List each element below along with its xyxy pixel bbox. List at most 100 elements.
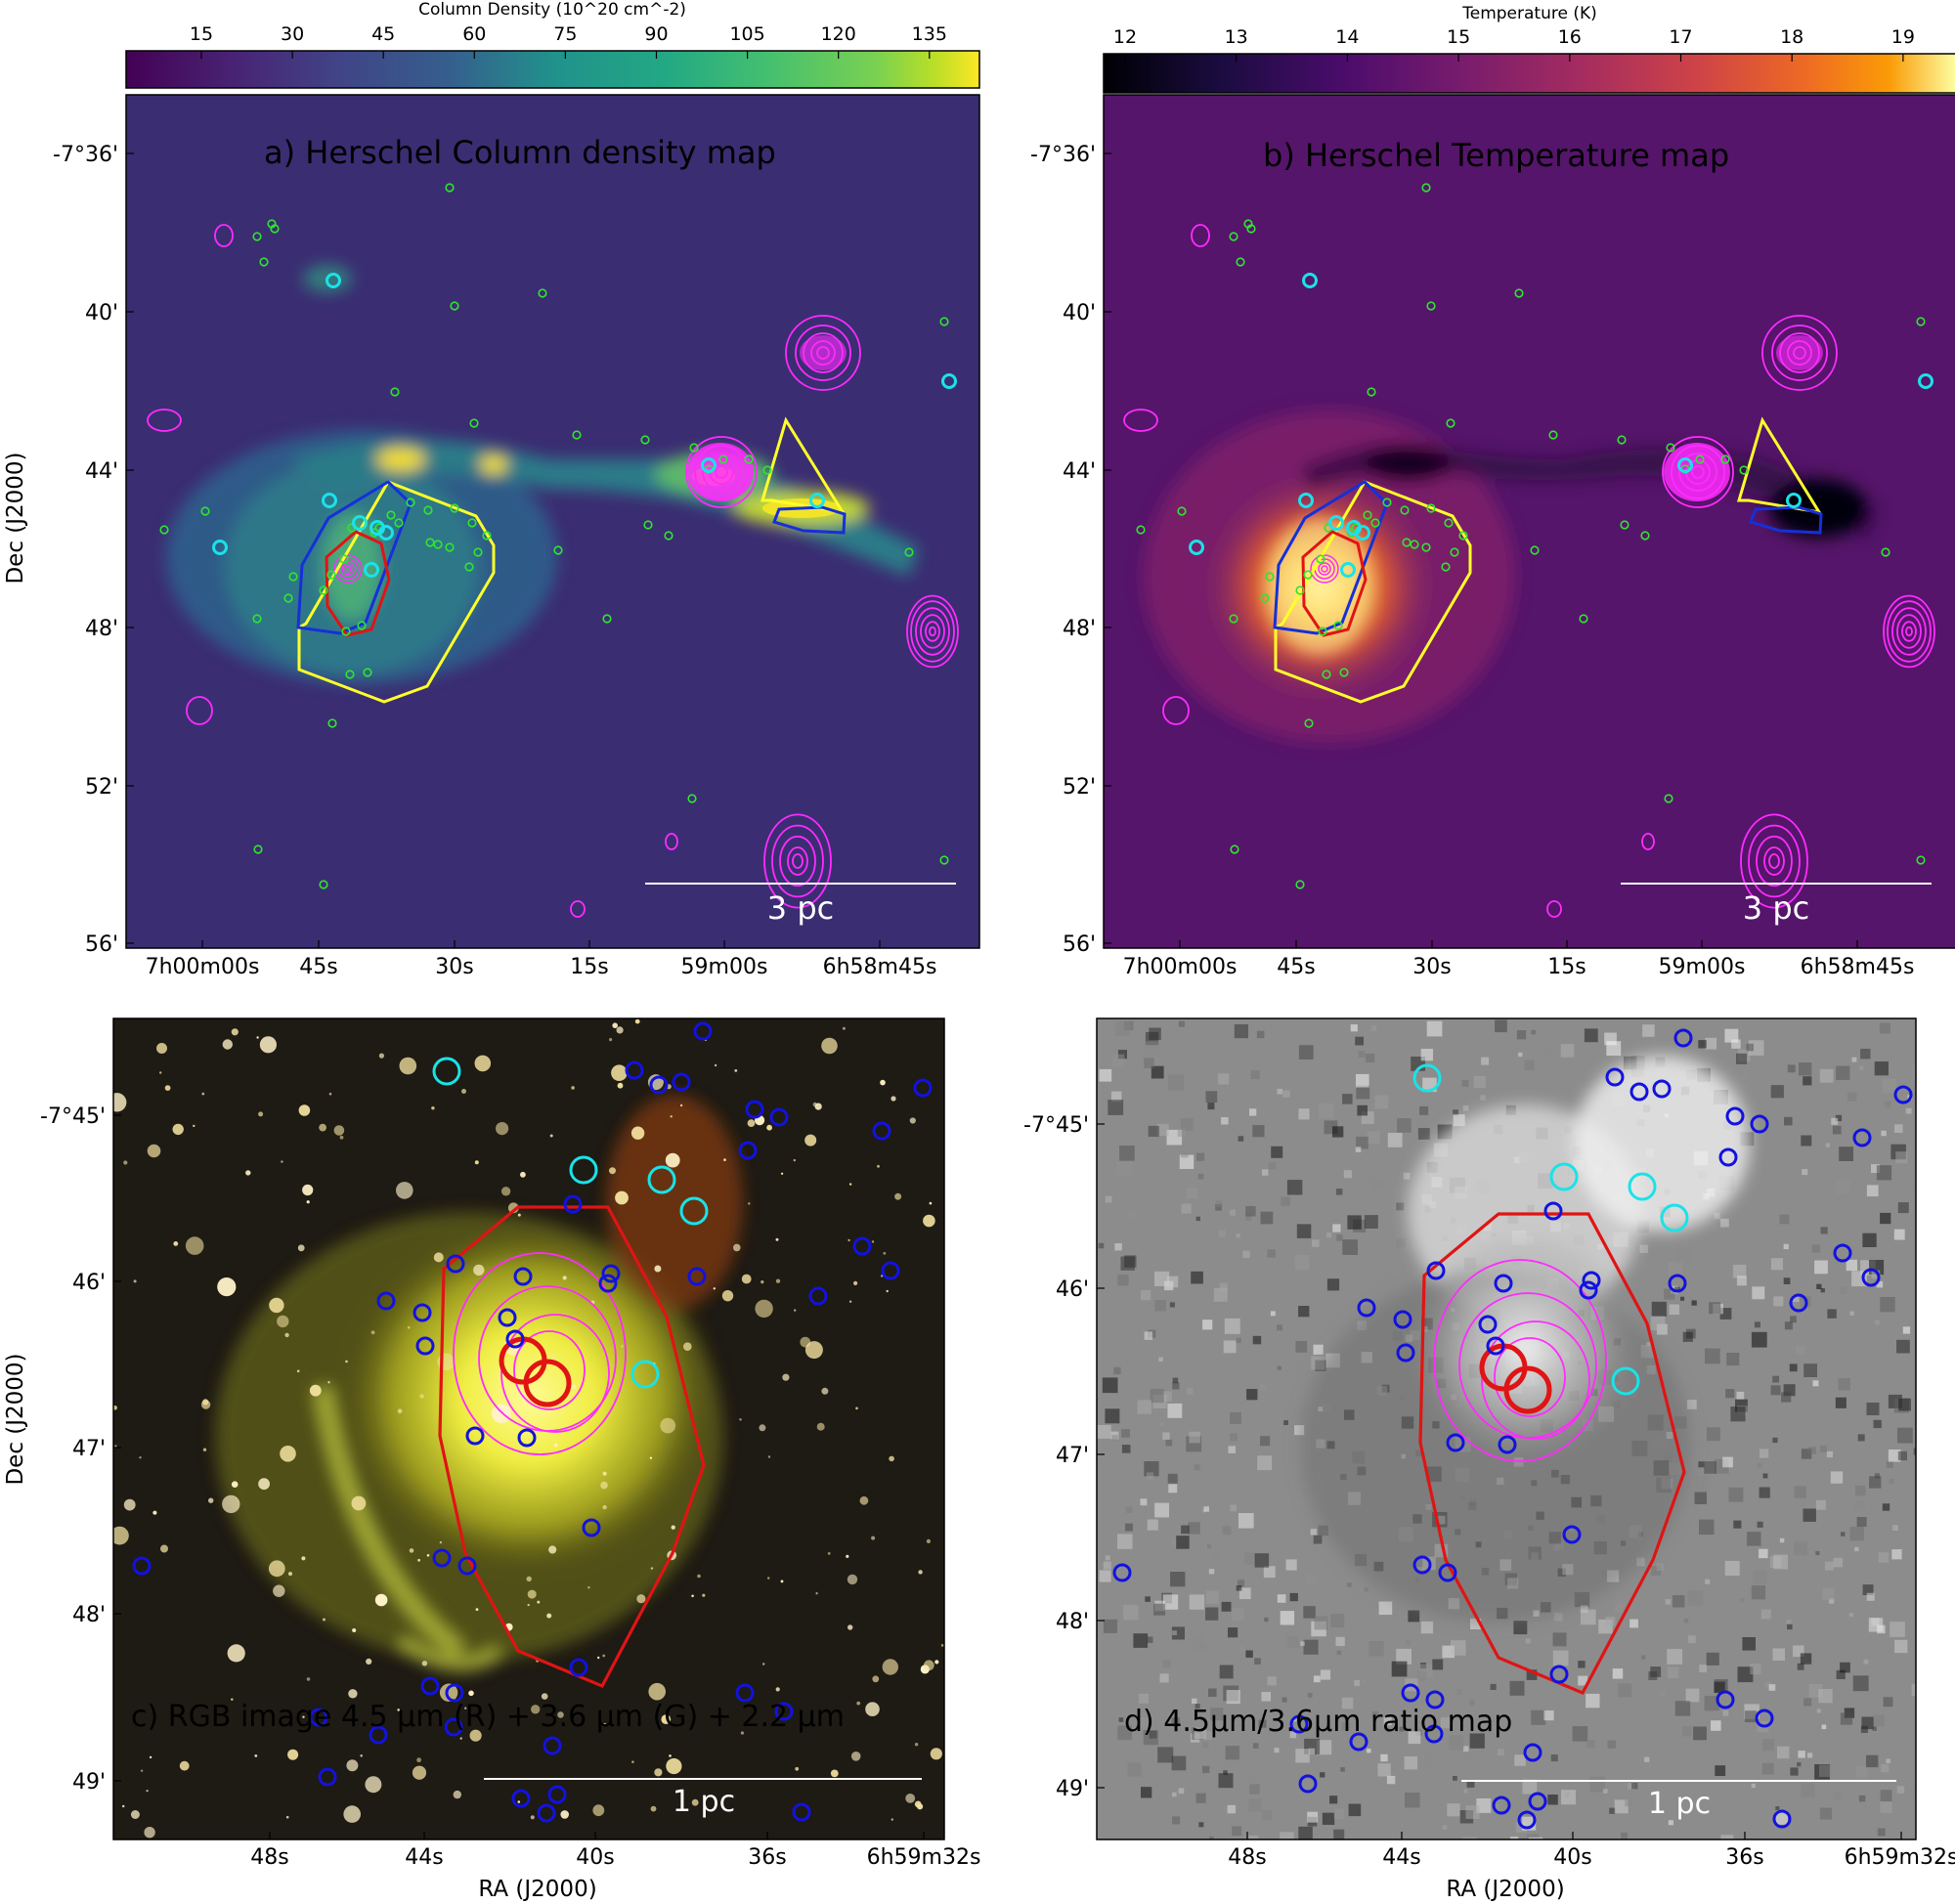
y-tick-label: 48' (85, 617, 118, 641)
noise-cell (1403, 1172, 1411, 1180)
magenta-contour (186, 696, 213, 725)
noise-cell (1335, 1636, 1345, 1647)
blue-source-marker (852, 1236, 872, 1256)
blue-source-marker (1412, 1555, 1432, 1575)
noise-cell (1262, 1810, 1273, 1821)
noise-cell (1205, 1590, 1219, 1604)
green-source-marker (1916, 855, 1926, 865)
green-source-marker (345, 670, 355, 679)
star (309, 1384, 322, 1397)
magenta-contour (1318, 562, 1331, 576)
noise-cell (1295, 1749, 1310, 1763)
cyan-source-marker (1328, 515, 1344, 531)
green-source-marker (1260, 593, 1270, 603)
panel-a: Column Density (10^20 cm^-2) 15 30 45 60 75 9… (3, 0, 980, 979)
star (327, 1381, 330, 1384)
panel-d-overlays (1112, 1028, 1913, 1830)
noise-cell (1565, 1792, 1570, 1797)
noise-cell (1752, 1286, 1765, 1300)
star (800, 1336, 811, 1348)
star (827, 1552, 831, 1555)
noise-cell (1223, 1770, 1228, 1775)
y-axis-title: Dec (J2000) (3, 452, 28, 584)
noise-cell (1905, 1107, 1912, 1114)
star (571, 1384, 577, 1390)
noise-cell (1860, 1049, 1871, 1060)
blue-source-marker (1549, 1665, 1569, 1684)
noise-cell (1602, 1789, 1608, 1794)
star (396, 1182, 413, 1199)
green-source-marker (1370, 518, 1380, 528)
star (616, 1026, 624, 1034)
noise-cell (1516, 1030, 1527, 1040)
star (159, 1071, 162, 1074)
noise-cell (1250, 1070, 1260, 1079)
magenta-contour (1761, 315, 1838, 391)
blue-source-marker (872, 1121, 891, 1141)
green-source-marker (283, 593, 293, 603)
blue-source-marker (1396, 1343, 1415, 1363)
noise-cell (1335, 1189, 1343, 1195)
star (891, 1096, 896, 1102)
blue-source-marker (1718, 1147, 1738, 1167)
star (301, 1556, 306, 1561)
noise-cell (1298, 1045, 1314, 1060)
y-tick-label: 46' (1056, 1277, 1089, 1302)
magenta-contour (795, 325, 851, 381)
noise-cell (1673, 1595, 1685, 1608)
noise-cell (1768, 1684, 1776, 1691)
noise-cell (1140, 1290, 1151, 1301)
temperature-image (1104, 95, 1955, 948)
colorbar-tick-label: 120 (821, 23, 856, 45)
noise-cell (1119, 1146, 1135, 1161)
noise-cell (1208, 1569, 1215, 1575)
noise-cell (1383, 1717, 1392, 1726)
star (940, 1644, 944, 1647)
yellow-polygon (760, 416, 847, 515)
magenta-contour (763, 813, 832, 909)
magenta-contour (925, 621, 940, 642)
noise-cell (1203, 1731, 1212, 1740)
star (231, 1481, 239, 1488)
star (747, 1119, 756, 1127)
noise-cell (1490, 1683, 1497, 1690)
noise-cell (1358, 1051, 1366, 1059)
x-tick-label: 40s (1553, 1845, 1591, 1870)
noise-cell (1698, 1461, 1705, 1468)
noise-cell (1367, 1131, 1380, 1145)
noise-cell (1115, 1020, 1131, 1036)
noise-cell (1238, 1136, 1244, 1142)
noise-cell (1728, 1487, 1744, 1502)
blue-source-marker (415, 1336, 435, 1356)
magenta-contour (1905, 626, 1913, 637)
star (473, 1264, 485, 1277)
noise-cell (1836, 1065, 1850, 1080)
noise-cell (1118, 1717, 1124, 1722)
noise-cell (1731, 1039, 1741, 1049)
y-tick-label: -7°36' (53, 143, 118, 167)
blue-source-marker (465, 1426, 485, 1446)
star (144, 1827, 155, 1839)
green-source-marker (1441, 562, 1451, 572)
noise-cell (1191, 1271, 1203, 1284)
noise-cell (1263, 1566, 1276, 1579)
green-source-marker (1229, 232, 1238, 241)
noise-cell (1815, 1499, 1826, 1510)
noise-cell (1267, 1676, 1277, 1686)
cyan-source-marker (569, 1155, 598, 1185)
noise-cell (1268, 1161, 1277, 1170)
blue-source-marker (1494, 1274, 1513, 1293)
noise-cell (1180, 1118, 1194, 1131)
star (886, 1289, 889, 1293)
noise-cell (1154, 1300, 1166, 1312)
cyan-source-marker (679, 1196, 709, 1226)
noise-cell (1282, 1697, 1287, 1703)
x-tick-label: 6h58m45s (1801, 955, 1915, 979)
noise-cell (1550, 1754, 1558, 1762)
star (654, 1265, 662, 1273)
noise-cell (1294, 1254, 1310, 1270)
noise-cell (1463, 1789, 1468, 1794)
noise-cell (1625, 1799, 1632, 1807)
star (133, 1279, 137, 1283)
colorbar-tick-label: 15 (190, 23, 213, 45)
